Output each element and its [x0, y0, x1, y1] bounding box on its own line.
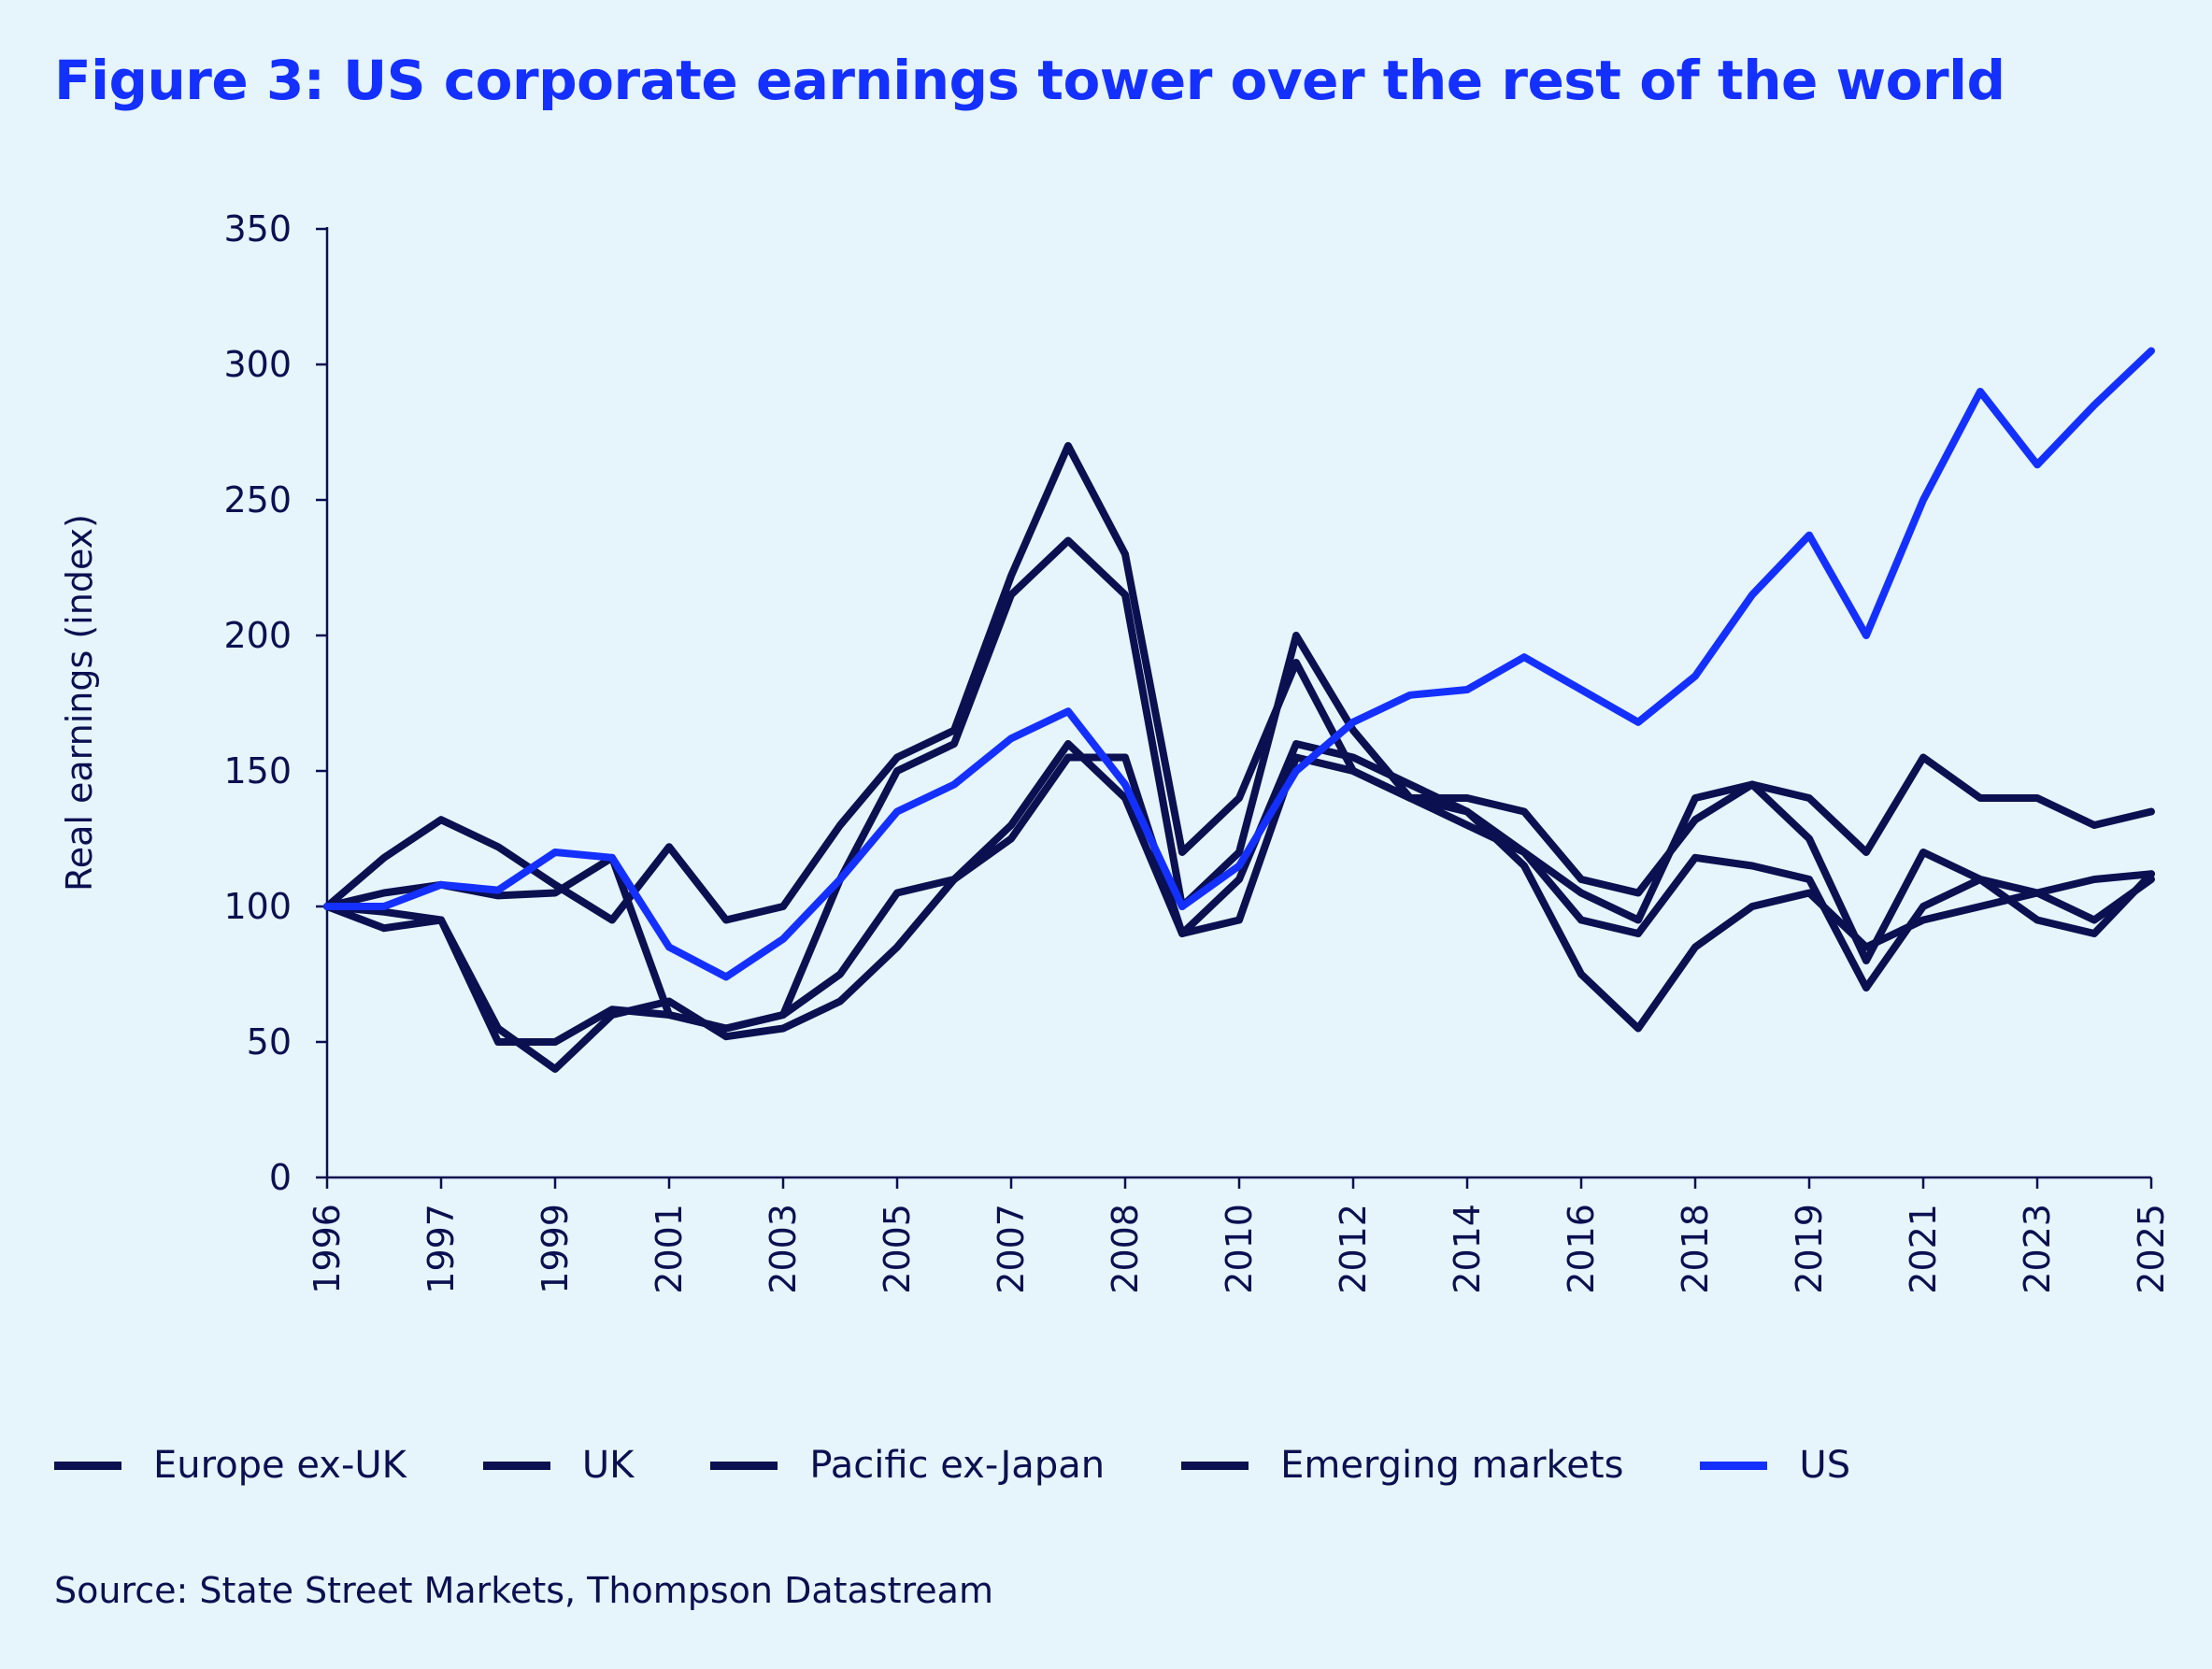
series-line-us — [323, 347, 2155, 981]
legend-label: UK — [581, 1444, 635, 1487]
y-tick-label: 0 — [269, 1157, 292, 1198]
y-tick-label: 350 — [223, 208, 292, 250]
legend-label: Europe ex-UK — [153, 1444, 407, 1487]
y-tick-label: 50 — [247, 1021, 292, 1063]
x-tick-label: 2023 — [2017, 1204, 2058, 1294]
series-line-uk — [323, 536, 2155, 1033]
legend-label: Pacific ex-Japan — [809, 1444, 1106, 1487]
legend-item-pacific-ex-japan: Pacific ex-Japan — [710, 1444, 1105, 1487]
x-tick-label: 1997 — [421, 1204, 462, 1294]
x-tick-label: 2025 — [2131, 1204, 2172, 1294]
legend-item-emerging-markets: Emerging markets — [1181, 1444, 1623, 1487]
y-axis-label: Real earnings (index) — [59, 514, 100, 892]
x-tick-label: 2014 — [1447, 1204, 1488, 1294]
legend-item-us: US — [1700, 1444, 1850, 1487]
x-tick-label: 1996 — [307, 1204, 348, 1294]
y-tick-label: 250 — [223, 479, 292, 521]
legend-item-uk: UK — [482, 1444, 635, 1487]
x-tick-label: 2018 — [1675, 1204, 1716, 1294]
series-line-emerging-markets — [323, 740, 2155, 1073]
series-line-europe-ex-uk — [323, 442, 2155, 924]
legend-swatch — [54, 1461, 121, 1470]
y-tick-label: 200 — [223, 615, 292, 656]
legend-swatch — [482, 1461, 550, 1470]
x-tick-label: 1999 — [535, 1204, 576, 1294]
legend-label: Emerging markets — [1280, 1444, 1624, 1487]
x-tick-label: 2008 — [1105, 1204, 1146, 1294]
x-tick-label: 2010 — [1219, 1204, 1260, 1294]
axes: 0 50 100 150 200 250 300 350 1996 1997 1999 2001 200… — [223, 208, 2172, 1294]
legend-swatch — [1181, 1461, 1249, 1470]
source-note: Source: State Street Markets, Thompson D… — [54, 1570, 993, 1611]
y-tick-label: 300 — [223, 344, 292, 385]
x-tick-label: 2016 — [1561, 1204, 1602, 1294]
x-tick-label: 2001 — [649, 1204, 690, 1294]
legend-swatch — [710, 1461, 778, 1470]
x-tick-label: 2019 — [1789, 1204, 1830, 1294]
x-tick-label: 2003 — [763, 1204, 804, 1294]
series-lines — [323, 347, 2155, 1073]
y-tick-label: 100 — [223, 886, 292, 927]
y-tick-label: 150 — [223, 750, 292, 792]
legend-item-europe-ex-uk: Europe ex-UK — [54, 1444, 407, 1487]
x-tick-label: 2007 — [991, 1204, 1032, 1294]
legend-label: US — [1799, 1444, 1851, 1487]
x-tick-label: 2005 — [877, 1204, 918, 1294]
x-tick-label: 2012 — [1333, 1204, 1374, 1294]
chart-title: Figure 3: US corporate earnings tower ov… — [54, 49, 2005, 112]
legend-swatch — [1700, 1461, 1768, 1470]
x-tick-label: 2021 — [1903, 1204, 1944, 1294]
legend: Europe ex-UK UK Pacific ex-Japan Emergin… — [54, 1444, 1927, 1487]
